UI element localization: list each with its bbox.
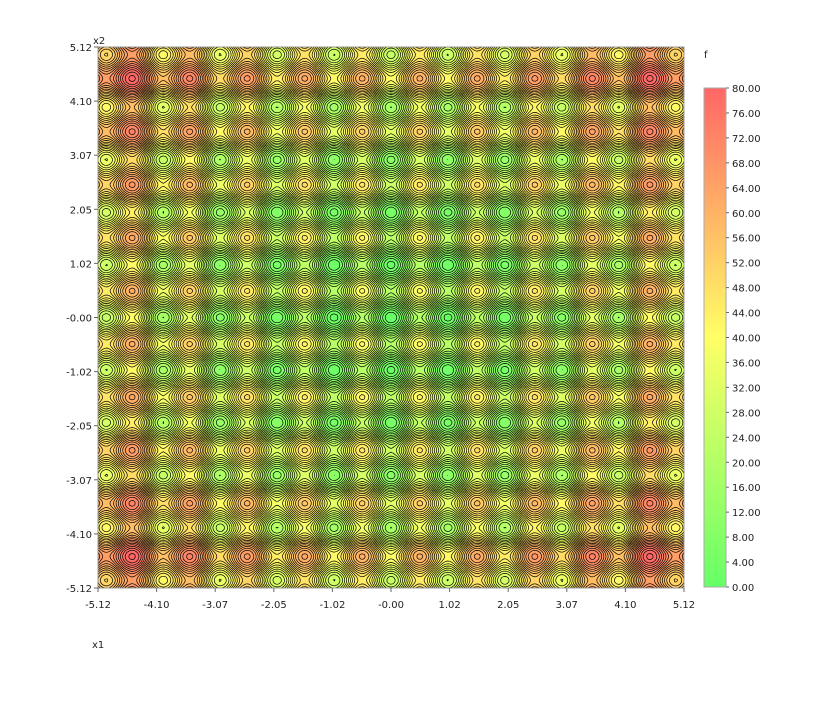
colorbar [704,88,726,587]
colorbar-tick-label: 32.00 [732,383,761,394]
y-axis-ticks: 5.12 4.10 3.07 2.05 1.02 -0.00 -1.02 -2.05 -3.07… [66,43,98,595]
x-tick-label: -5.12 [85,600,111,611]
colorbar-tick-label: 76.00 [732,109,761,120]
colorbar-ticks: 80.00 76.00 72.00 68.00 64.00 60.00 56.00 52.00… [726,84,761,594]
y-tick-label: -2.05 [66,422,92,433]
x-tick-label: 2.05 [497,600,519,611]
x-tick-label: 1.02 [438,600,460,611]
colorbar-tick-label: 48.00 [732,284,761,295]
colorbar-tick-label: 40.00 [732,334,761,345]
colorbar-tick-label: 12.00 [732,508,761,519]
y-tick-label: 3.07 [70,151,92,162]
x-axis-ticks: -5.12 -4.10 -3.07 -2.05 -1.02 -0.00 1.02 2.05 3.… [85,588,695,611]
y-tick-label: 4.10 [70,97,92,108]
x-tick-label: 3.07 [556,600,578,611]
x-tick-label: -3.07 [202,600,228,611]
colorbar-tick-label: 24.00 [732,433,761,444]
colorbar-tick-label: 60.00 [732,209,761,220]
y-tick-label: 2.05 [70,205,92,216]
colorbar-tick-label: 64.00 [732,184,761,195]
colorbar-tick-label: 20.00 [732,458,761,469]
y-tick-label: -0.00 [66,314,92,325]
y-tick-label: -5.12 [66,584,92,595]
colorbar-tick-label: 0.00 [732,583,754,594]
colorbar-tick-label: 44.00 [732,309,761,320]
heatmap-surface [98,47,684,588]
x-tick-label: -1.02 [319,600,345,611]
y-axis-label: x2 [93,36,105,47]
colorbar-tick-label: 36.00 [732,358,761,369]
x-tick-label: -4.10 [144,600,170,611]
colorbar-tick-label: 56.00 [732,234,761,245]
x-tick-label: -2.05 [261,600,287,611]
colorbar-tick-label: 16.00 [732,483,761,494]
colorbar-tick-label: 68.00 [732,159,761,170]
colorbar-tick-label: 52.00 [732,259,761,270]
x-tick-label: -0.00 [378,600,404,611]
x-tick-label: 4.10 [614,600,636,611]
colorbar-tick-label: 80.00 [732,84,761,95]
y-tick-label: -4.10 [66,530,92,541]
x-axis-label: x1 [92,640,104,651]
y-tick-label: 5.12 [70,43,92,54]
y-tick-label: 1.02 [70,259,92,270]
y-tick-label: -1.02 [66,368,92,379]
colorbar-tick-label: 72.00 [732,134,761,145]
colorbar-tick-label: 8.00 [732,533,754,544]
colorbar-tick-label: 4.00 [732,558,754,569]
x-tick-label: 5.12 [673,600,695,611]
y-tick-label: -3.07 [66,476,92,487]
colorbar-label: f [704,50,708,61]
colorbar-tick-label: 28.00 [732,408,761,419]
